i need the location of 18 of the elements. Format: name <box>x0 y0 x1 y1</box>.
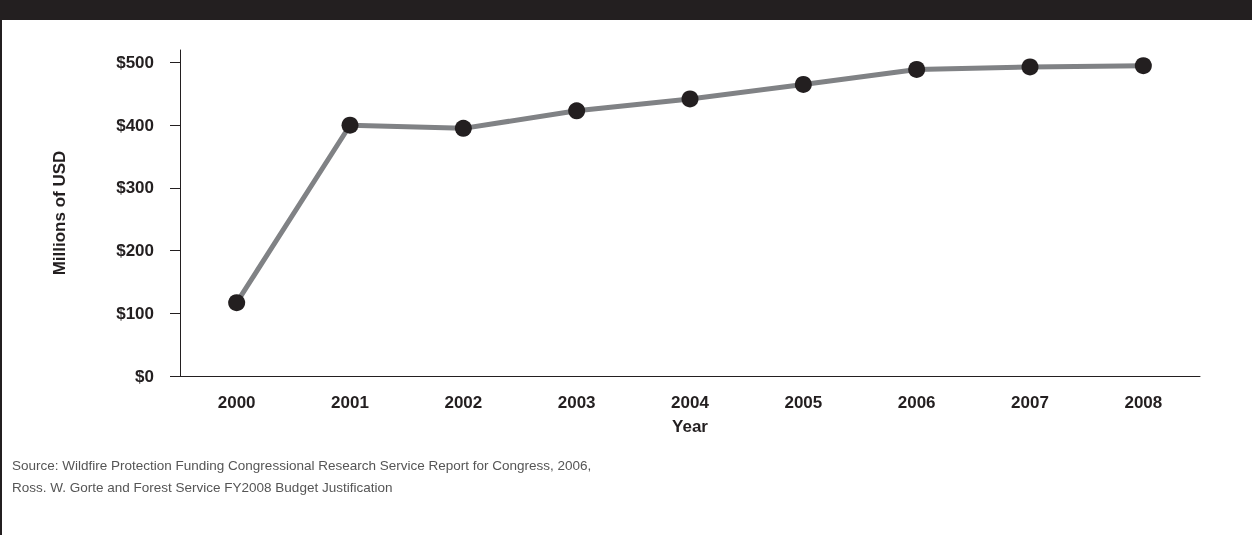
x-tick-label: 2002 <box>444 393 483 412</box>
source-note: Source: Wildfire Protection Funding Congressional Research Service Report for Congress, 2006, Ross. W. Gorte and Forest Service FY2008 Budget Justification <box>12 457 592 497</box>
x-axis-title: Year <box>672 417 709 436</box>
y-tick-label: $500 <box>116 53 154 73</box>
x-tick-label: 2008 <box>1124 393 1163 412</box>
y-tick-label: $100 <box>116 303 154 323</box>
y-axis-title: Millions of USD <box>50 150 69 276</box>
x-tick-label: 2007 <box>1011 393 1049 412</box>
x-tick-label: 2004 <box>671 393 710 412</box>
x-tick-label: 2005 <box>784 393 823 412</box>
x-tick-label: 2003 <box>557 393 596 412</box>
x-tick-label: 2000 <box>217 393 256 412</box>
y-tick-label: $400 <box>116 115 154 135</box>
x-tick-label: 2006 <box>897 393 936 412</box>
x-tick-label: 2001 <box>331 393 369 412</box>
y-tick-label: $200 <box>116 241 154 261</box>
y-tick-label: $300 <box>116 178 154 198</box>
y-tick-label: $0 <box>135 366 154 386</box>
